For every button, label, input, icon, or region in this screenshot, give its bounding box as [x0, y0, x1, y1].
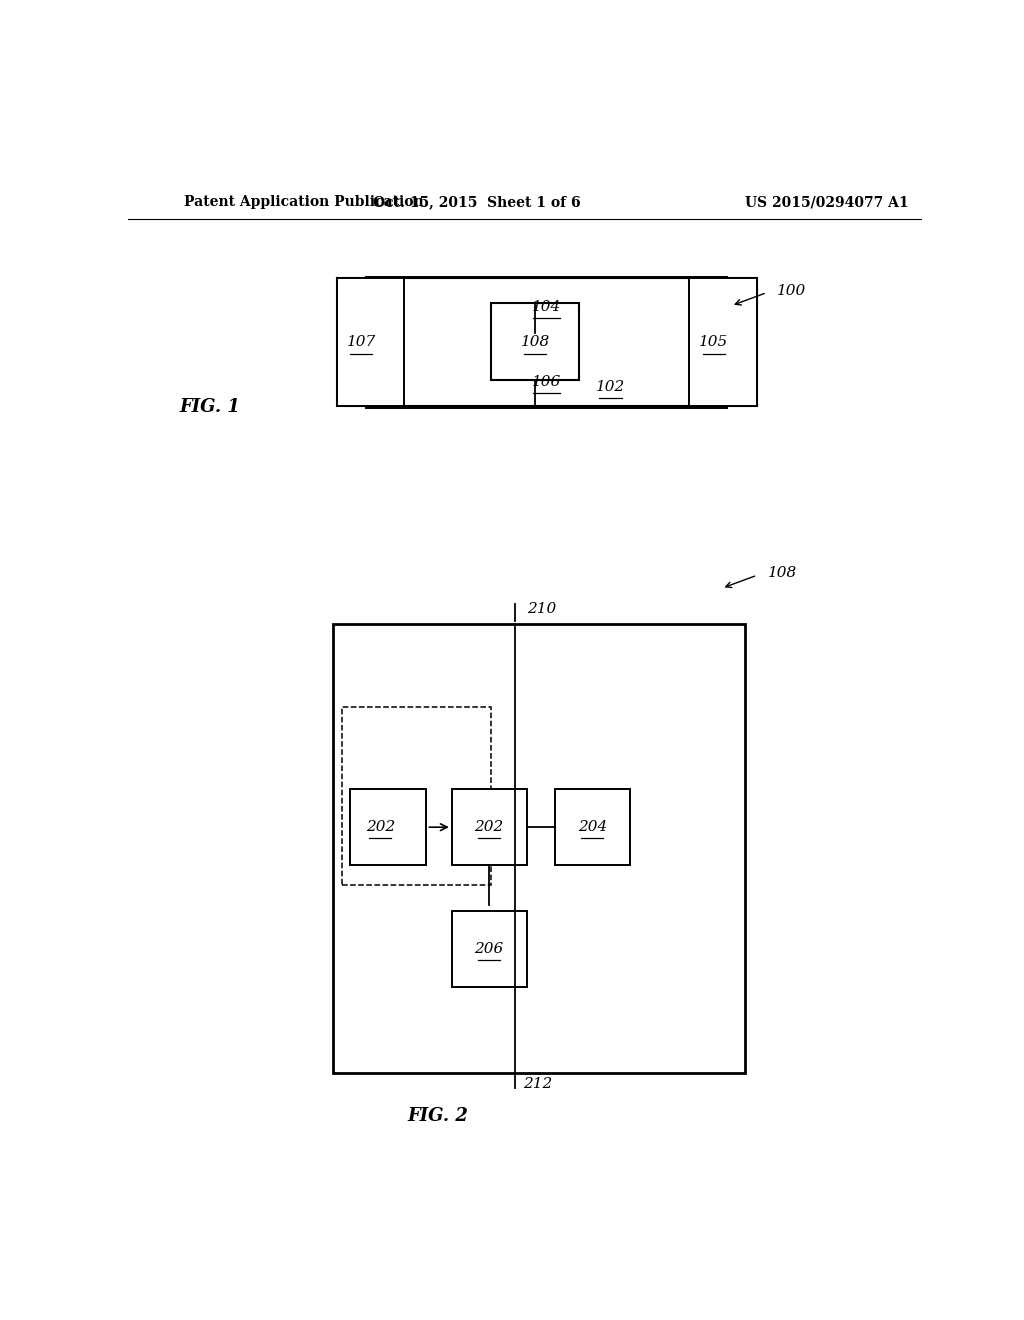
Bar [689, 279, 757, 407]
Text: 107: 107 [347, 335, 376, 350]
Text: US 2015/0294077 A1: US 2015/0294077 A1 [744, 195, 908, 209]
Bar [367, 277, 727, 333]
Bar [342, 708, 492, 886]
Text: 102: 102 [596, 380, 625, 395]
Text: 105: 105 [699, 335, 728, 350]
Text: 202: 202 [366, 820, 395, 834]
Text: 100: 100 [777, 284, 807, 297]
Bar [367, 352, 727, 408]
Bar [337, 279, 404, 407]
Bar [452, 788, 527, 865]
Text: 108: 108 [768, 566, 797, 579]
Text: FIG. 1: FIG. 1 [179, 399, 241, 416]
Text: Patent Application Publication: Patent Application Publication [183, 195, 423, 209]
Bar [350, 788, 426, 865]
Text: 210: 210 [527, 602, 556, 615]
Text: 206: 206 [474, 942, 504, 956]
Text: Oct. 15, 2015  Sheet 1 of 6: Oct. 15, 2015 Sheet 1 of 6 [374, 195, 581, 209]
Bar [333, 624, 745, 1073]
Text: 202: 202 [474, 820, 504, 834]
Text: 204: 204 [578, 820, 607, 834]
Bar [492, 302, 579, 380]
Bar [337, 279, 757, 407]
Text: 104: 104 [531, 300, 561, 314]
Text: 212: 212 [523, 1077, 553, 1092]
Text: 108: 108 [520, 335, 550, 350]
Bar [555, 788, 631, 865]
Text: 106: 106 [531, 375, 561, 389]
Bar [452, 911, 527, 987]
Text: FIG. 2: FIG. 2 [408, 1107, 468, 1125]
